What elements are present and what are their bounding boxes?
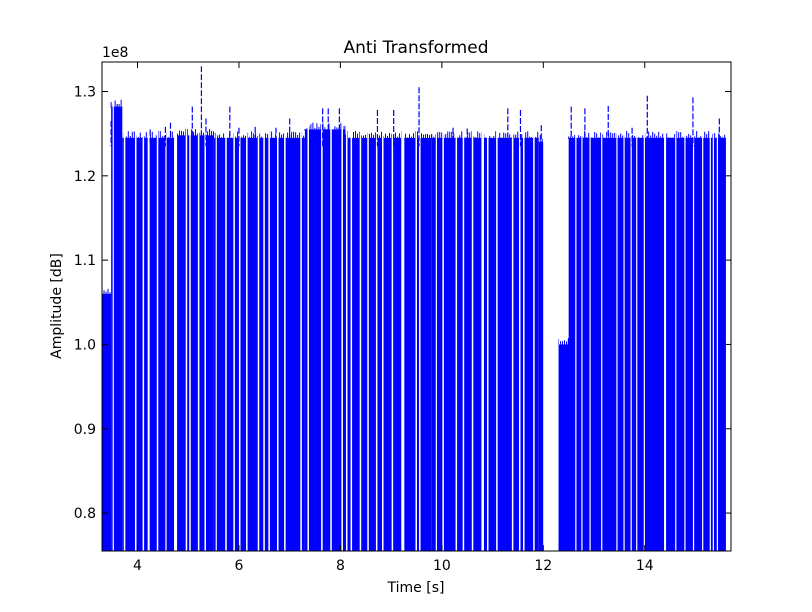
signal-gap [435, 62, 437, 551]
signal-gap [616, 62, 618, 551]
amplitude-segment [345, 137, 432, 551]
signal-gap [233, 62, 235, 551]
signal-gap [197, 62, 200, 551]
series-bars [101, 62, 726, 552]
amplitude-segment [568, 137, 726, 551]
signal-gap [518, 62, 521, 551]
signal-gap [277, 62, 279, 551]
signal-gap [156, 62, 159, 551]
signal-gap [165, 62, 167, 551]
signal-gap [391, 62, 394, 551]
x-tick-label: 14 [636, 558, 654, 574]
y-offset-label: 1e8 [102, 45, 128, 61]
signal-gap [581, 62, 583, 551]
signal-gap [330, 62, 332, 551]
signal-gap [716, 62, 718, 551]
y-tick-label: 0.9 [74, 422, 96, 438]
signal-gap [462, 62, 465, 551]
y-tick-label: 1.2 [74, 169, 96, 185]
chart-title: Anti Transformed [343, 38, 488, 58]
signal-gap [246, 62, 248, 551]
amplitude-segment [175, 135, 214, 551]
y-ticks: 0.8 0.9 1.0 1.1 1.2 1.3 [74, 85, 731, 522]
signal-gap [134, 62, 137, 551]
signal-gap [300, 62, 302, 551]
signal-gap [359, 62, 362, 551]
signal-gap [523, 62, 525, 551]
signal-gap [496, 62, 498, 551]
y-tick-label: 1.0 [74, 337, 96, 353]
y-tick-label: 1.3 [74, 85, 96, 101]
x-tick-label: 12 [534, 558, 552, 574]
signal-gap [675, 62, 677, 551]
signal-gap [589, 62, 591, 551]
signal-gap [664, 62, 667, 551]
signal-gap [630, 62, 632, 551]
signal-gap [350, 62, 353, 551]
amplitude-segment [111, 106, 123, 552]
signal-gap [268, 62, 270, 551]
signal-gap [382, 62, 384, 551]
signal-gap [419, 62, 421, 551]
signal-gap [284, 62, 286, 551]
signal-gap [455, 62, 458, 551]
x-axis-label: Time [s] [387, 580, 445, 596]
signal-gap [189, 62, 191, 551]
signal-gap [575, 62, 577, 551]
signal-gap [442, 62, 444, 551]
amplitude-segment [558, 344, 569, 551]
signal-gap [601, 62, 603, 551]
signal-gap [487, 62, 489, 551]
amplitude-segment [538, 142, 544, 551]
y-axis-label: Amplitude [dB] [49, 253, 65, 359]
signal-gap [415, 62, 418, 551]
signal-gap [702, 62, 704, 551]
signal-gap [112, 62, 114, 551]
signal-gap [263, 62, 265, 551]
signal-gap [709, 62, 711, 551]
signal-gap [341, 62, 343, 551]
plot-frame [101, 61, 732, 552]
signal-gap [401, 62, 405, 551]
signal-gap [471, 62, 474, 551]
signal-gap [123, 62, 126, 551]
signal-gap [643, 62, 645, 551]
amplitude-segment [102, 293, 112, 551]
signal-gap [481, 62, 484, 551]
signal-gap [225, 62, 227, 551]
x-ticks: 4 6 8 10 12 14 [133, 62, 654, 574]
signal-gap [367, 62, 369, 551]
y-tick-label: 1.1 [74, 253, 96, 269]
signal-gap [147, 62, 150, 551]
amplitude-segment [304, 129, 346, 551]
signal-gap [215, 62, 217, 551]
y-tick-label: 0.8 [74, 506, 96, 522]
signal-gap [543, 62, 559, 551]
signal-gap [345, 62, 348, 551]
signal-gap [142, 62, 145, 551]
x-tick-label: 10 [433, 558, 451, 574]
x-tick-label: 8 [336, 558, 345, 574]
signal-gap [321, 62, 323, 551]
signal-gap [511, 62, 514, 551]
signal-gap [238, 62, 241, 551]
signal-gap [712, 62, 714, 551]
signal-gap [636, 62, 638, 551]
x-tick-label: 4 [133, 558, 142, 574]
signal-gap [257, 62, 260, 551]
signal-gap [623, 62, 625, 551]
signal-gap [204, 62, 206, 551]
signal-gap [692, 62, 695, 551]
signal-gap [174, 62, 178, 551]
signal-gap [375, 62, 378, 551]
signal-gap [185, 62, 188, 551]
signal-gap [533, 62, 535, 551]
signal-gap [307, 62, 309, 551]
amplitude-segment [431, 137, 539, 551]
signal-gap [684, 62, 686, 551]
x-tick-label: 6 [234, 558, 243, 574]
